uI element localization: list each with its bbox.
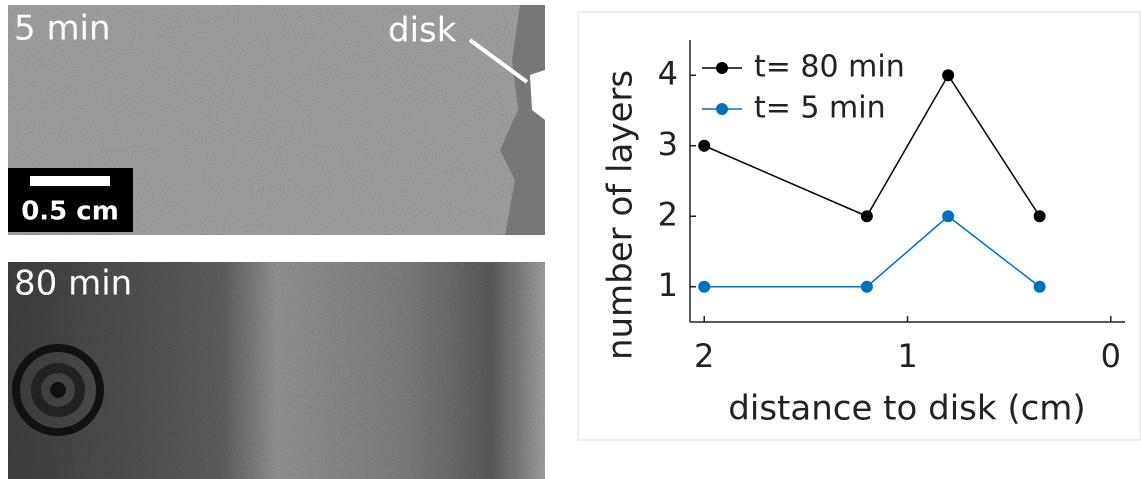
y-tick-label: 2 [658, 195, 678, 233]
data-point [861, 210, 873, 222]
legend-label: t= 80 min [754, 50, 905, 85]
x-tick-label: 2 [694, 337, 714, 375]
scale-bar-label: 0.5 cm [21, 197, 119, 227]
image-panel: 80 min [8, 262, 545, 479]
data-point [1034, 210, 1046, 222]
image-panel: 5 min disk 0.5 cm [8, 5, 545, 235]
data-point [942, 69, 954, 81]
y-tick-label: 4 [658, 54, 678, 92]
data-point [698, 140, 710, 152]
x-axis-label: distance to disk (cm) [728, 389, 1085, 429]
y-tick-label: 3 [658, 125, 678, 163]
scale-bar [30, 176, 110, 186]
figure: 5 min disk 0.5 cm 80 min number of layer… [0, 0, 1141, 479]
data-point [1034, 281, 1046, 293]
legend-label: t= 5 min [754, 91, 886, 126]
legend-marker [716, 103, 728, 115]
data-point [698, 281, 710, 293]
page: 5 min disk 0.5 cm 80 min number of layer… [0, 0, 1141, 479]
annotation: disk [388, 11, 457, 51]
x-tick-label: 0 [1101, 337, 1121, 375]
panel-label: 5 min [14, 9, 111, 49]
data-point [942, 210, 954, 222]
panel-label: 80 min [14, 264, 132, 304]
x-tick-label: 1 [897, 337, 917, 375]
y-tick-label: 1 [658, 266, 678, 304]
legend-marker [716, 62, 728, 74]
data-point [861, 281, 873, 293]
y-axis-label: number of layers [601, 70, 641, 360]
